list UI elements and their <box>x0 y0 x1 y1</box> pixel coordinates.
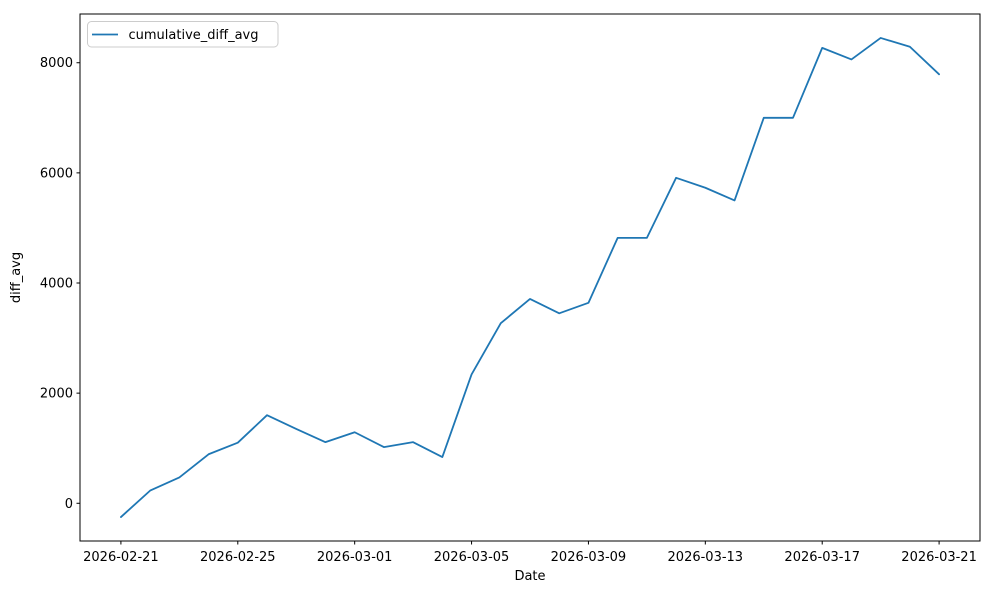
series-line-cumulative-diff-avg <box>120 37 940 518</box>
x-tick-label: 2026-03-17 <box>784 550 860 565</box>
y-axis-ticks: 0 2000 4000 6000 8000 <box>40 56 80 512</box>
y-tick-label: 8000 <box>40 56 73 71</box>
y-tick-label: 0 <box>65 497 73 512</box>
x-tick-label: 2026-02-21 <box>83 550 159 565</box>
x-tick-label: 2026-03-05 <box>434 550 510 565</box>
x-tick-label: 2026-03-21 <box>901 550 977 565</box>
y-tick-label: 6000 <box>40 166 73 181</box>
legend-box <box>87 21 279 48</box>
x-axis-label: Date <box>514 569 545 584</box>
y-axis-label: diff_avg <box>9 252 24 303</box>
legend-label: cumulative_diff_avg <box>129 28 259 43</box>
plot-area-spines <box>79 13 981 542</box>
x-tick-label: 2026-03-01 <box>317 550 393 565</box>
x-tick-label: 2026-03-13 <box>668 550 744 565</box>
legend: cumulative_diff_avg <box>87 21 279 48</box>
x-tick-label: 2026-02-25 <box>200 550 276 565</box>
y-tick-label: 4000 <box>40 277 73 292</box>
y-tick-label: 2000 <box>40 387 73 402</box>
x-tick-label: 2026-03-09 <box>551 550 627 565</box>
x-axis-ticks: 2026-02-21 2026-02-25 2026-03-01 2026-03-05… <box>83 541 977 565</box>
